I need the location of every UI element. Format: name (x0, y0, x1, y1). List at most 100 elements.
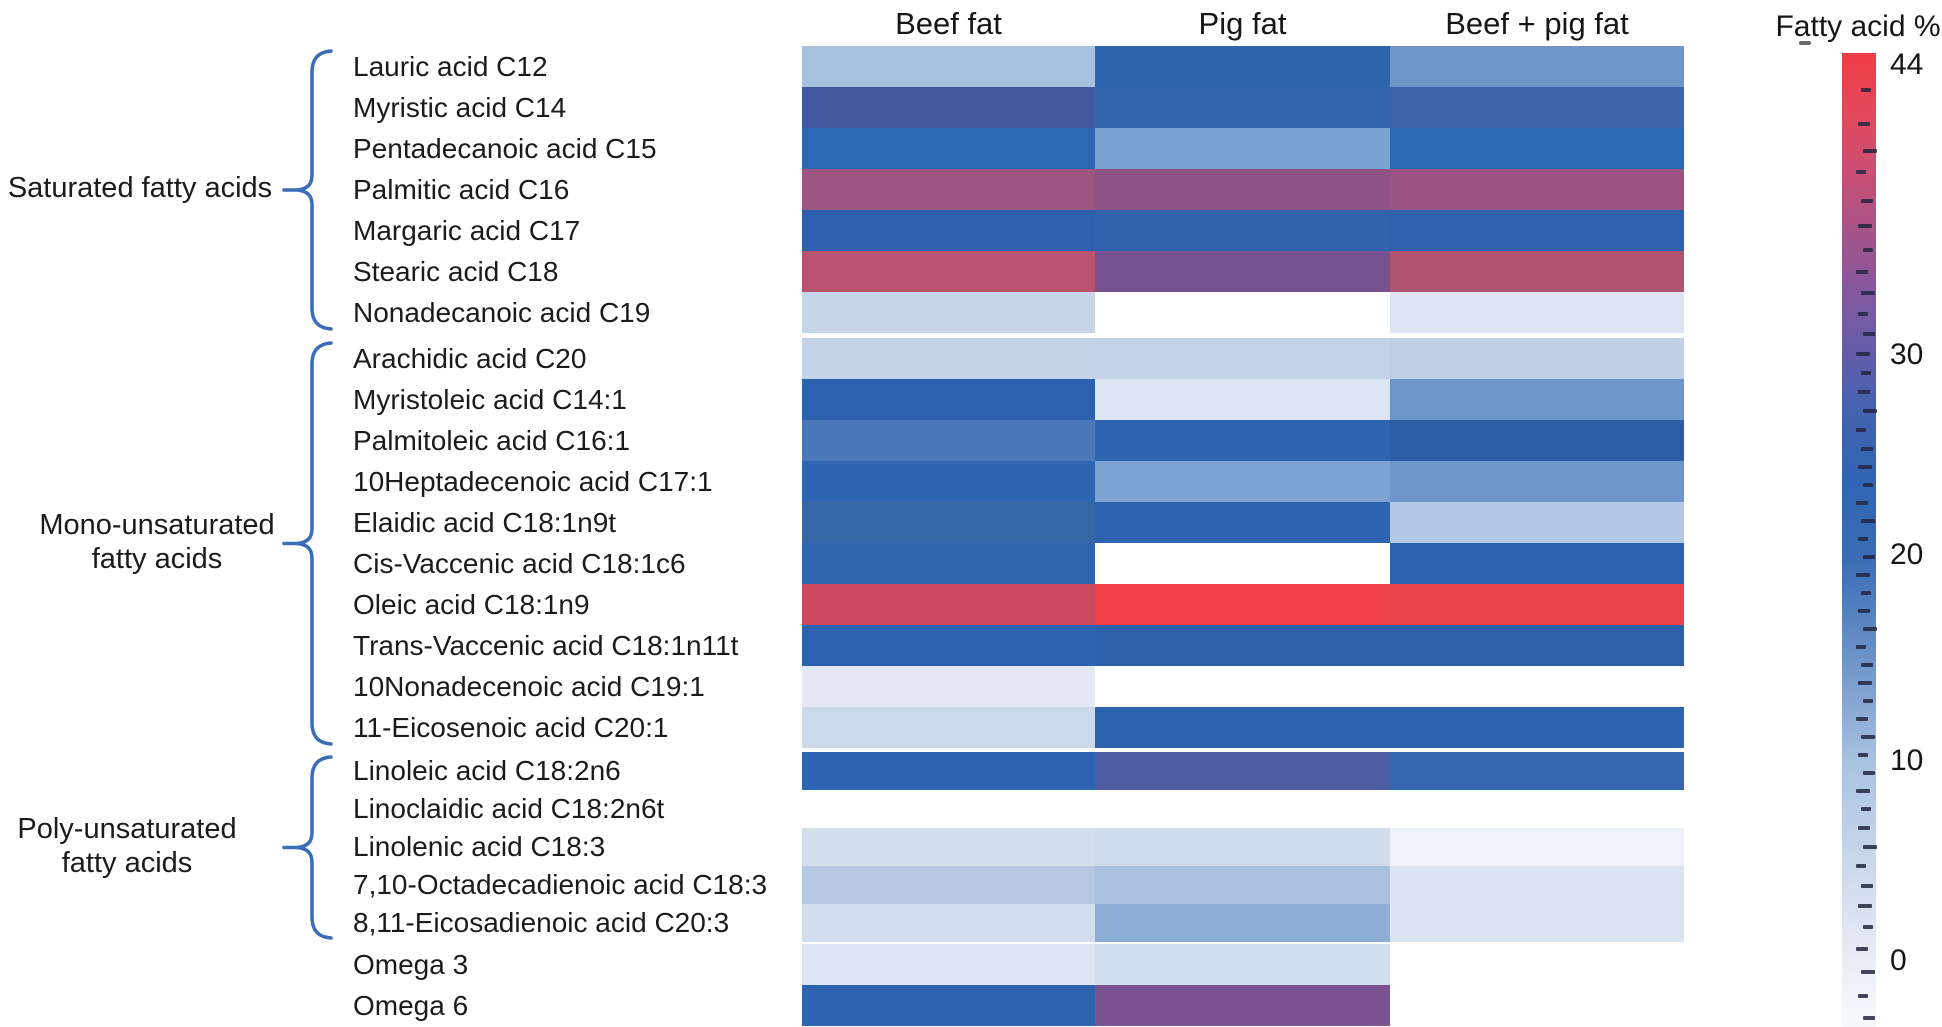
row-label: Stearic acid C18 (353, 256, 559, 287)
colorbar-observation-dash (1861, 371, 1871, 375)
row-label: Palmitic acid C16 (353, 174, 570, 205)
row-label: Palmitoleic acid C16:1 (353, 425, 631, 456)
colorbar-observation-dash (1856, 170, 1866, 174)
heatmap-cell (1095, 292, 1390, 333)
heatmap-cell (1095, 461, 1390, 502)
colorbar-observation-dash (1858, 904, 1872, 908)
colorbar-observation-dash (1858, 994, 1868, 998)
colorbar-observation-dash (1863, 483, 1873, 487)
colorbar-observation-dash (1863, 1016, 1875, 1020)
heatmap-cell (802, 87, 1095, 128)
colorbar-observation-dash (1858, 753, 1868, 757)
heatmap-cell (1095, 420, 1390, 461)
heatmap-cell (1390, 251, 1684, 292)
row-label: Elaidic acid C18:1n9t (353, 507, 617, 538)
colorbar-observation-dash (1858, 312, 1868, 316)
heatmap-cell (802, 502, 1095, 543)
group-label-line: Saturated fatty acids (7, 172, 273, 204)
colorbar-observation-dash (1861, 199, 1873, 203)
row-label: Omega 3 (353, 949, 469, 980)
heatmap-cell (1095, 379, 1390, 420)
column-header-2: Pig fat (1198, 6, 1287, 41)
heatmap-cell (1095, 828, 1390, 866)
colorbar-observation-dash (1863, 845, 1877, 849)
colorbar-observation-dash (1858, 537, 1868, 541)
colorbar-observation-dash (1858, 465, 1872, 469)
row-label: 8,11-Eicosadienoic acid C20:3 (353, 907, 730, 938)
row-label: Pentadecanoic acid C15 (353, 133, 657, 164)
colorbar-observation-dash (1858, 224, 1872, 228)
row-label: Linoclaidic acid C18:2n6t (353, 793, 665, 824)
heatmap-cell (802, 379, 1095, 420)
heatmap-cell (1095, 985, 1390, 1026)
heatmap-cell (1390, 46, 1684, 87)
heatmap-cell (802, 169, 1095, 210)
heatmap-cell (802, 752, 1095, 790)
colorbar-title: Fatty acid % (1775, 10, 1941, 43)
heatmap-cell (802, 420, 1095, 461)
group-label-line: fatty acids (91, 542, 223, 575)
colorbar-observation-dash (1861, 88, 1871, 92)
heatmap-cell (1390, 87, 1684, 128)
colorbar-observation-dash (1856, 645, 1866, 649)
colorbar-observation-dash (1856, 789, 1870, 793)
heatmap-cell (802, 584, 1095, 625)
heatmap-cell (802, 707, 1095, 748)
heatmap-cell (1095, 866, 1390, 904)
heatmap-cell (802, 210, 1095, 251)
colorbar-observation-dash (1863, 149, 1877, 153)
colorbar-observation-dash (1863, 555, 1875, 559)
colorbar-observation-dash (1863, 771, 1875, 775)
heatmap-cell (1390, 420, 1684, 461)
heatmap-cell (1390, 625, 1684, 666)
heatmap-cell (802, 866, 1095, 904)
heatmap-cell (802, 251, 1095, 292)
colorbar-tick-label: 30 (1890, 338, 1924, 371)
group-label: Poly-unsaturated fatty acids (0, 812, 297, 880)
heatmap-cell (802, 944, 1095, 985)
heatmap-cell (1390, 210, 1684, 251)
heatmap-cell (802, 46, 1095, 87)
heatmap-cell (1390, 338, 1684, 379)
colorbar-observation-dash (1861, 591, 1871, 595)
heatmap-cell (1390, 379, 1684, 420)
heatmap-cell (1095, 584, 1390, 625)
colorbar-observation-dash (1863, 409, 1877, 413)
heatmap-cell (1095, 128, 1390, 169)
heatmap-cell (1390, 543, 1684, 584)
heatmap-cell (802, 828, 1095, 866)
row-label: 10Heptadecenoic acid C17:1 (353, 466, 713, 497)
row-label: Myristic acid C14 (353, 92, 567, 123)
colorbar-observation-dash (1856, 864, 1866, 868)
heatmap-cell (1095, 543, 1390, 584)
heatmap-cell (802, 292, 1095, 333)
row-label: Arachidic acid C20 (353, 343, 587, 374)
heatmap-cell (1095, 210, 1390, 251)
colorbar-observation-dash (1863, 925, 1873, 929)
heatmap-cell (1095, 46, 1390, 87)
colorbar-observation-dash (1861, 884, 1873, 888)
heatmap-cell (802, 904, 1095, 942)
heatmap-cell (1390, 461, 1684, 502)
row-label: 7,10-Octadecadienoic acid C18:3 (353, 869, 768, 900)
row-label: Oleic acid C18:1n9 (353, 589, 590, 620)
row-label: Omega 6 (353, 990, 469, 1021)
heatmap-cell (1390, 752, 1684, 790)
heatmap-cell (802, 985, 1095, 1026)
heatmap-cell (1390, 666, 1684, 707)
colorbar-observation-dash (1861, 970, 1875, 974)
group-label-line: Poly-unsaturated (17, 812, 237, 845)
column-header-3: Beef + pig fat (1445, 6, 1629, 41)
row-label: 11-Eicosenoic acid C20:1 (353, 712, 669, 743)
colorbar-observation-dash (1863, 699, 1873, 703)
heatmap-cell (1095, 752, 1390, 790)
colorbar-observation-dash (1856, 352, 1870, 356)
heatmap-cell (1095, 707, 1390, 748)
heatmap-cell (1390, 828, 1684, 866)
heatmap-cell (1095, 87, 1390, 128)
row-label: Linolenic acid C18:3 (353, 831, 606, 862)
heatmap-cell (1095, 790, 1390, 828)
row-label: 10Nonadecenoic acid C19:1 (353, 671, 705, 702)
colorbar-observation-dash (1858, 390, 1870, 394)
